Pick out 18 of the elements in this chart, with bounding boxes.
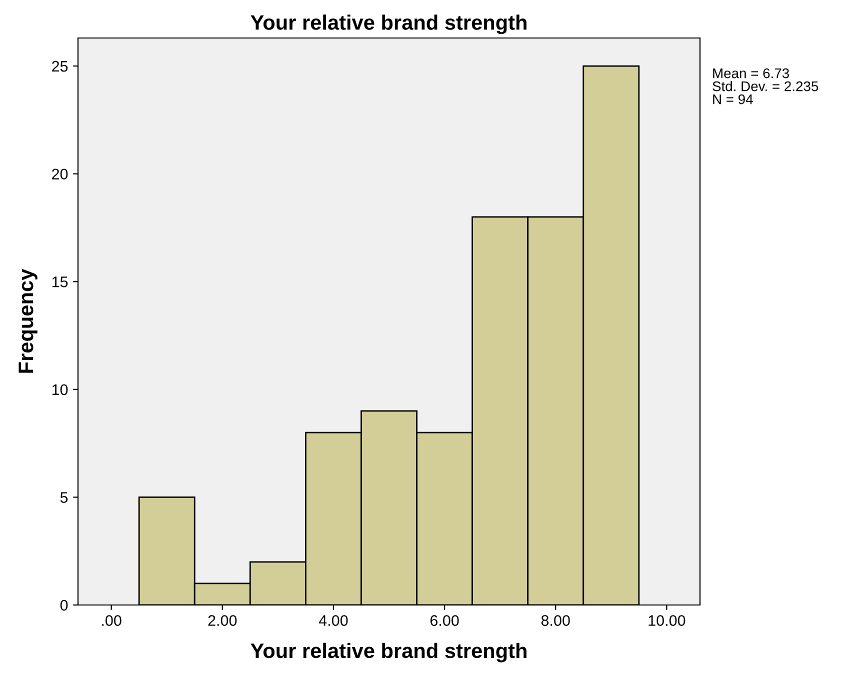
text: Mean = 6.73 xyxy=(713,68,789,78)
y-tick-label: 15 xyxy=(52,276,68,288)
chart-title: Your relative brand strength xyxy=(250,14,526,34)
x-axis-title: Your relative brand strength xyxy=(250,642,526,662)
text: N = 94 xyxy=(713,94,753,104)
y-tick-label: 25 xyxy=(52,60,68,72)
x-tick-label: 8.00 xyxy=(541,615,570,626)
x-tick-label: 4.00 xyxy=(318,615,348,626)
x-tick-label: 10.00 xyxy=(648,615,686,626)
text: Std. Dev. = 2.235 xyxy=(712,81,818,92)
x-tick-label: 6.00 xyxy=(430,615,459,626)
y-axis-title: Frequency xyxy=(18,268,38,373)
x-tick-label: .00 xyxy=(102,615,122,626)
x-tick-label: 2.00 xyxy=(208,615,237,626)
y-tick-label: 10 xyxy=(52,384,68,396)
y-tick-label: 20 xyxy=(52,168,68,180)
y-tick-label: 0 xyxy=(60,600,68,611)
y-tick-label: 5 xyxy=(60,492,68,503)
